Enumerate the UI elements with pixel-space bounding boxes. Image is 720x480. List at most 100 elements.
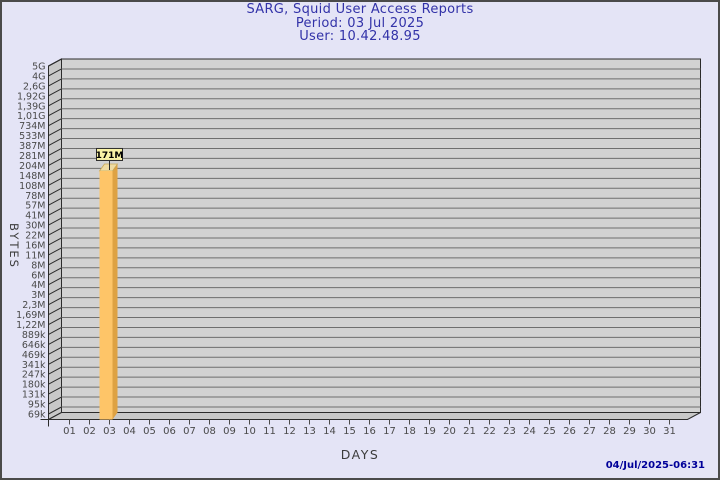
y-tick-label: 22M — [25, 231, 45, 242]
bar-side — [112, 163, 118, 420]
y-tick-label: 1,39G — [17, 101, 46, 112]
x-tick-label: 03 — [103, 426, 116, 437]
y-tick-label: 734M — [19, 121, 45, 132]
y-tick-label: 131k — [22, 390, 46, 401]
y-tick-label: 1,01G — [17, 111, 46, 122]
y-tick — [48, 307, 62, 316]
y-tick-label: 469k — [22, 350, 46, 361]
y-tick — [48, 118, 62, 127]
y-tick — [48, 157, 62, 166]
y-tick — [48, 197, 62, 206]
y-tick — [48, 346, 62, 355]
y-tick-label: 30M — [25, 221, 45, 232]
y-tick-label: 6M — [31, 270, 45, 281]
y-tick — [48, 386, 62, 395]
chart-user: User: 10.42.48.95 — [299, 29, 421, 44]
value-flag-label: 171M — [96, 151, 124, 161]
y-tick — [48, 406, 62, 415]
y-tick-label: 281M — [19, 151, 45, 162]
x-tick-label: 19 — [423, 426, 436, 437]
y-tick — [48, 376, 62, 385]
x-tick-label: 04 — [123, 426, 136, 437]
y-tick — [48, 356, 62, 365]
y-tick — [48, 327, 62, 335]
y-tick-label: 4M — [31, 280, 45, 291]
y-tick-label: 78M — [25, 191, 45, 202]
x-tick-label: 10 — [243, 426, 256, 437]
y-tick — [48, 247, 62, 256]
x-tick-label: 05 — [143, 426, 156, 437]
y-tick-label: 247k — [22, 370, 46, 381]
y-tick-label: 180k — [22, 380, 46, 391]
chart-period: Period: 03 Jul 2025 — [295, 15, 425, 31]
y-tick — [48, 227, 62, 236]
chart-header: SARG, Squid User Access Reports Period: … — [0, 3, 720, 44]
y-tick — [48, 267, 62, 276]
y-tick — [48, 167, 62, 176]
y-tick — [48, 88, 62, 97]
x-tick-label: 02 — [83, 426, 96, 437]
y-tick-label: 95k — [28, 400, 46, 411]
x-tick-label: 26 — [563, 426, 576, 437]
y-tick-label: 889k — [22, 330, 46, 341]
y-tick-label: 8M — [31, 260, 45, 271]
y-tick-label: 4G — [32, 71, 45, 82]
chart-title: SARG, Squid User Access Reports — [246, 2, 474, 17]
x-tick-label: 29 — [623, 426, 636, 437]
x-tick-label: 21 — [463, 426, 476, 437]
y-tick-label: 2,3M — [22, 300, 45, 311]
x-tick-label: 25 — [543, 426, 556, 437]
x-tick-label: 08 — [203, 426, 216, 437]
y-tick-label: 148M — [19, 171, 45, 182]
y-tick — [48, 297, 62, 306]
x-tick-label: 14 — [323, 426, 336, 437]
y-tick — [48, 336, 62, 345]
x-tick-label: 24 — [523, 426, 536, 437]
x-tick-label: 12 — [283, 426, 296, 437]
x-tick-label: 30 — [643, 426, 656, 437]
y-tick-label: 3M — [31, 290, 45, 301]
x-axis-title: DAYS — [340, 447, 380, 462]
y-tick-label: 69k — [28, 410, 46, 421]
y-tick-label: 341k — [22, 360, 46, 371]
y-tick-label: 204M — [19, 161, 45, 172]
x-tick-label: 28 — [603, 426, 616, 437]
y-tick — [48, 396, 62, 405]
y-tick — [48, 128, 62, 137]
y-tick — [48, 257, 62, 266]
y-tick — [48, 68, 62, 77]
x-tick-label: 20 — [443, 426, 456, 437]
x-tick-label: 27 — [583, 426, 596, 437]
x-tick-label: 17 — [383, 426, 396, 437]
y-tick — [48, 207, 62, 216]
x-tick-label: 11 — [263, 426, 276, 437]
y-tick-label: 16M — [25, 240, 45, 251]
y-tick — [48, 138, 62, 146]
y-tick-label: 2,6G — [23, 81, 45, 92]
y-tick — [48, 217, 62, 226]
x-tick-label: 22 — [483, 426, 496, 437]
value-flag-box — [96, 147, 123, 161]
y-tick — [48, 148, 62, 156]
y-tick-label: 1,69M — [16, 310, 45, 321]
x-tick-label: 23 — [503, 426, 516, 437]
y-tick-label: 57M — [25, 201, 45, 212]
x-tick-label: 07 — [183, 426, 196, 437]
x-tick-label: 16 — [363, 426, 376, 437]
y-tick-label: 533M — [19, 131, 45, 142]
y-tick-label: 387M — [19, 141, 45, 152]
y-tick-label: 41M — [25, 211, 45, 222]
floor — [48, 412, 701, 420]
x-tick-label: 09 — [223, 426, 236, 437]
x-tick-label: 01 — [63, 426, 76, 437]
x-tick-label: 15 — [343, 426, 356, 437]
y-tick — [48, 177, 62, 186]
bar-front — [99, 170, 113, 420]
y-tick-label: 108M — [19, 181, 45, 192]
y-tick — [48, 187, 62, 196]
y-tick-label: 1,92G — [17, 91, 46, 102]
y-tick — [48, 277, 62, 286]
y-tick — [48, 287, 62, 296]
